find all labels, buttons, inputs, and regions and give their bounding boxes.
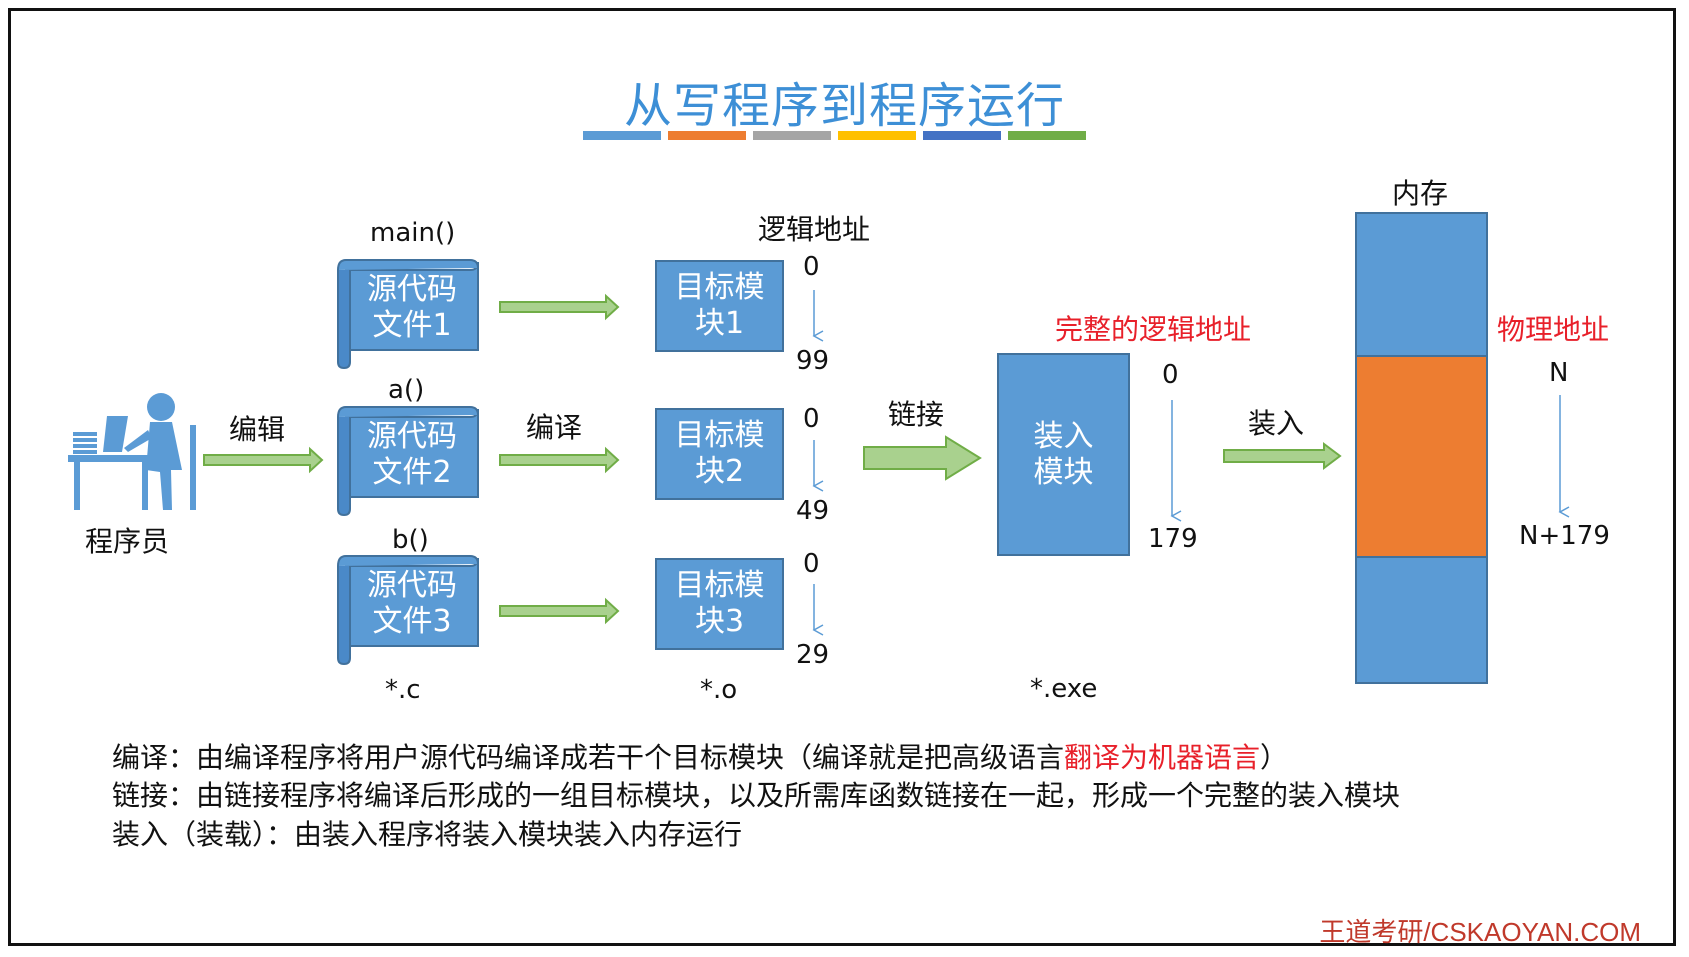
source-3-func: b() xyxy=(392,525,429,555)
compile-description-suffix: ） xyxy=(1260,741,1289,774)
logical-address-label: 逻辑地址 xyxy=(758,213,871,246)
link-label: 链接 xyxy=(888,398,945,431)
object-module-2-line2: 块2 xyxy=(694,454,745,489)
module-1-start: 0 xyxy=(803,252,820,282)
title-color-bar-1 xyxy=(583,131,661,140)
title-color-bar-5 xyxy=(923,131,1001,140)
memory-label: 内存 xyxy=(1392,177,1449,210)
link-description: 链接：由链接程序将编译后形成的一组目标模块，以及所需库函数链接在一起，形成一个完… xyxy=(112,779,1401,812)
compile-arrow-2 xyxy=(499,446,620,474)
load-module-end: 179 xyxy=(1148,524,1198,554)
source-scroll-1 xyxy=(337,259,479,370)
physical-end: N+179 xyxy=(1519,521,1610,551)
footer-brand: 王道考研/CSKAOYAN.COM xyxy=(1319,917,1641,947)
source-1-line1: 源代码 xyxy=(367,272,457,307)
object-module-2-line1: 目标模 xyxy=(674,418,765,453)
module-1-end: 99 xyxy=(796,346,830,376)
load-module-line2: 模块 xyxy=(1033,454,1094,490)
source-1-label: 源代码 文件1 xyxy=(352,272,472,344)
title-color-bar-2 xyxy=(668,131,746,140)
source-scroll-3 xyxy=(337,555,479,666)
complete-logical-address-label: 完整的逻辑地址 xyxy=(1055,313,1252,346)
load-ext: *.exe xyxy=(1030,674,1098,704)
source-2-line1: 源代码 xyxy=(367,419,457,454)
object-module-1: 目标模 块1 xyxy=(655,260,784,352)
module-3-start: 0 xyxy=(803,549,820,579)
source-1-func: main() xyxy=(370,218,456,248)
source-2-label: 源代码 文件2 xyxy=(352,419,472,491)
module-3-end: 29 xyxy=(796,640,830,670)
object-module-1-line2: 块1 xyxy=(694,306,745,341)
title-color-bar-4 xyxy=(838,131,916,140)
edit-label: 编辑 xyxy=(229,413,286,446)
programmer-icon xyxy=(68,393,196,510)
title-color-bar-3 xyxy=(753,131,831,140)
compile-description-highlight: 翻译为机器语言 xyxy=(1064,741,1261,774)
source-ext: *.c xyxy=(385,675,421,705)
load-module: 装入 模块 xyxy=(997,353,1130,556)
slide-frame xyxy=(8,8,1676,946)
memory-loaded-region xyxy=(1355,355,1488,558)
object-module-1-line1: 目标模 xyxy=(674,270,765,305)
module-2-end: 49 xyxy=(796,496,830,526)
load-label: 装入 xyxy=(1248,407,1305,440)
load-description: 装入（装载）：由装入程序将装入模块装入内存运行 xyxy=(112,818,743,851)
source-3-line1: 源代码 xyxy=(367,568,457,603)
object-module-3-line2: 块3 xyxy=(694,604,745,639)
memory-free-top xyxy=(1355,212,1488,357)
source-3-label: 源代码 文件3 xyxy=(352,568,472,640)
source-scroll-2 xyxy=(337,406,479,517)
memory-column xyxy=(1355,212,1488,684)
compile-description-prefix: 编译：由编译程序将用户源代码编译成若干个目标模块（编译就是把高级语言 xyxy=(112,741,1065,774)
object-module-3-line1: 目标模 xyxy=(674,568,765,603)
module-2-start: 0 xyxy=(803,404,820,434)
source-2-line2: 文件2 xyxy=(372,455,452,490)
object-module-3: 目标模 块3 xyxy=(655,558,784,650)
edit-arrow xyxy=(203,446,324,474)
module-ext: *.o xyxy=(700,675,738,705)
link-arrow xyxy=(863,435,982,481)
physical-start: N xyxy=(1549,358,1569,388)
title-color-bar-6 xyxy=(1008,131,1086,140)
load-module-line1: 装入 xyxy=(1033,418,1094,454)
compile-label: 编译 xyxy=(526,411,583,444)
memory-free-bottom xyxy=(1355,556,1488,684)
physical-address-label: 物理地址 xyxy=(1497,313,1610,346)
source-1-line2: 文件1 xyxy=(372,308,452,343)
programmer-label: 程序员 xyxy=(85,525,170,558)
load-module-start: 0 xyxy=(1162,360,1179,390)
page-title: 从写程序到程序运行 xyxy=(623,78,1065,134)
load-arrow xyxy=(1223,442,1342,470)
compile-arrow-3 xyxy=(499,597,620,625)
object-module-2: 目标模 块2 xyxy=(655,408,784,500)
compile-arrow-1 xyxy=(499,293,620,321)
source-2-func: a() xyxy=(388,375,425,405)
source-3-line2: 文件3 xyxy=(372,604,452,639)
compile-description: 编译：由编译程序将用户源代码编译成若干个目标模块（编译就是把高级语言翻译为机器语… xyxy=(112,736,1288,776)
